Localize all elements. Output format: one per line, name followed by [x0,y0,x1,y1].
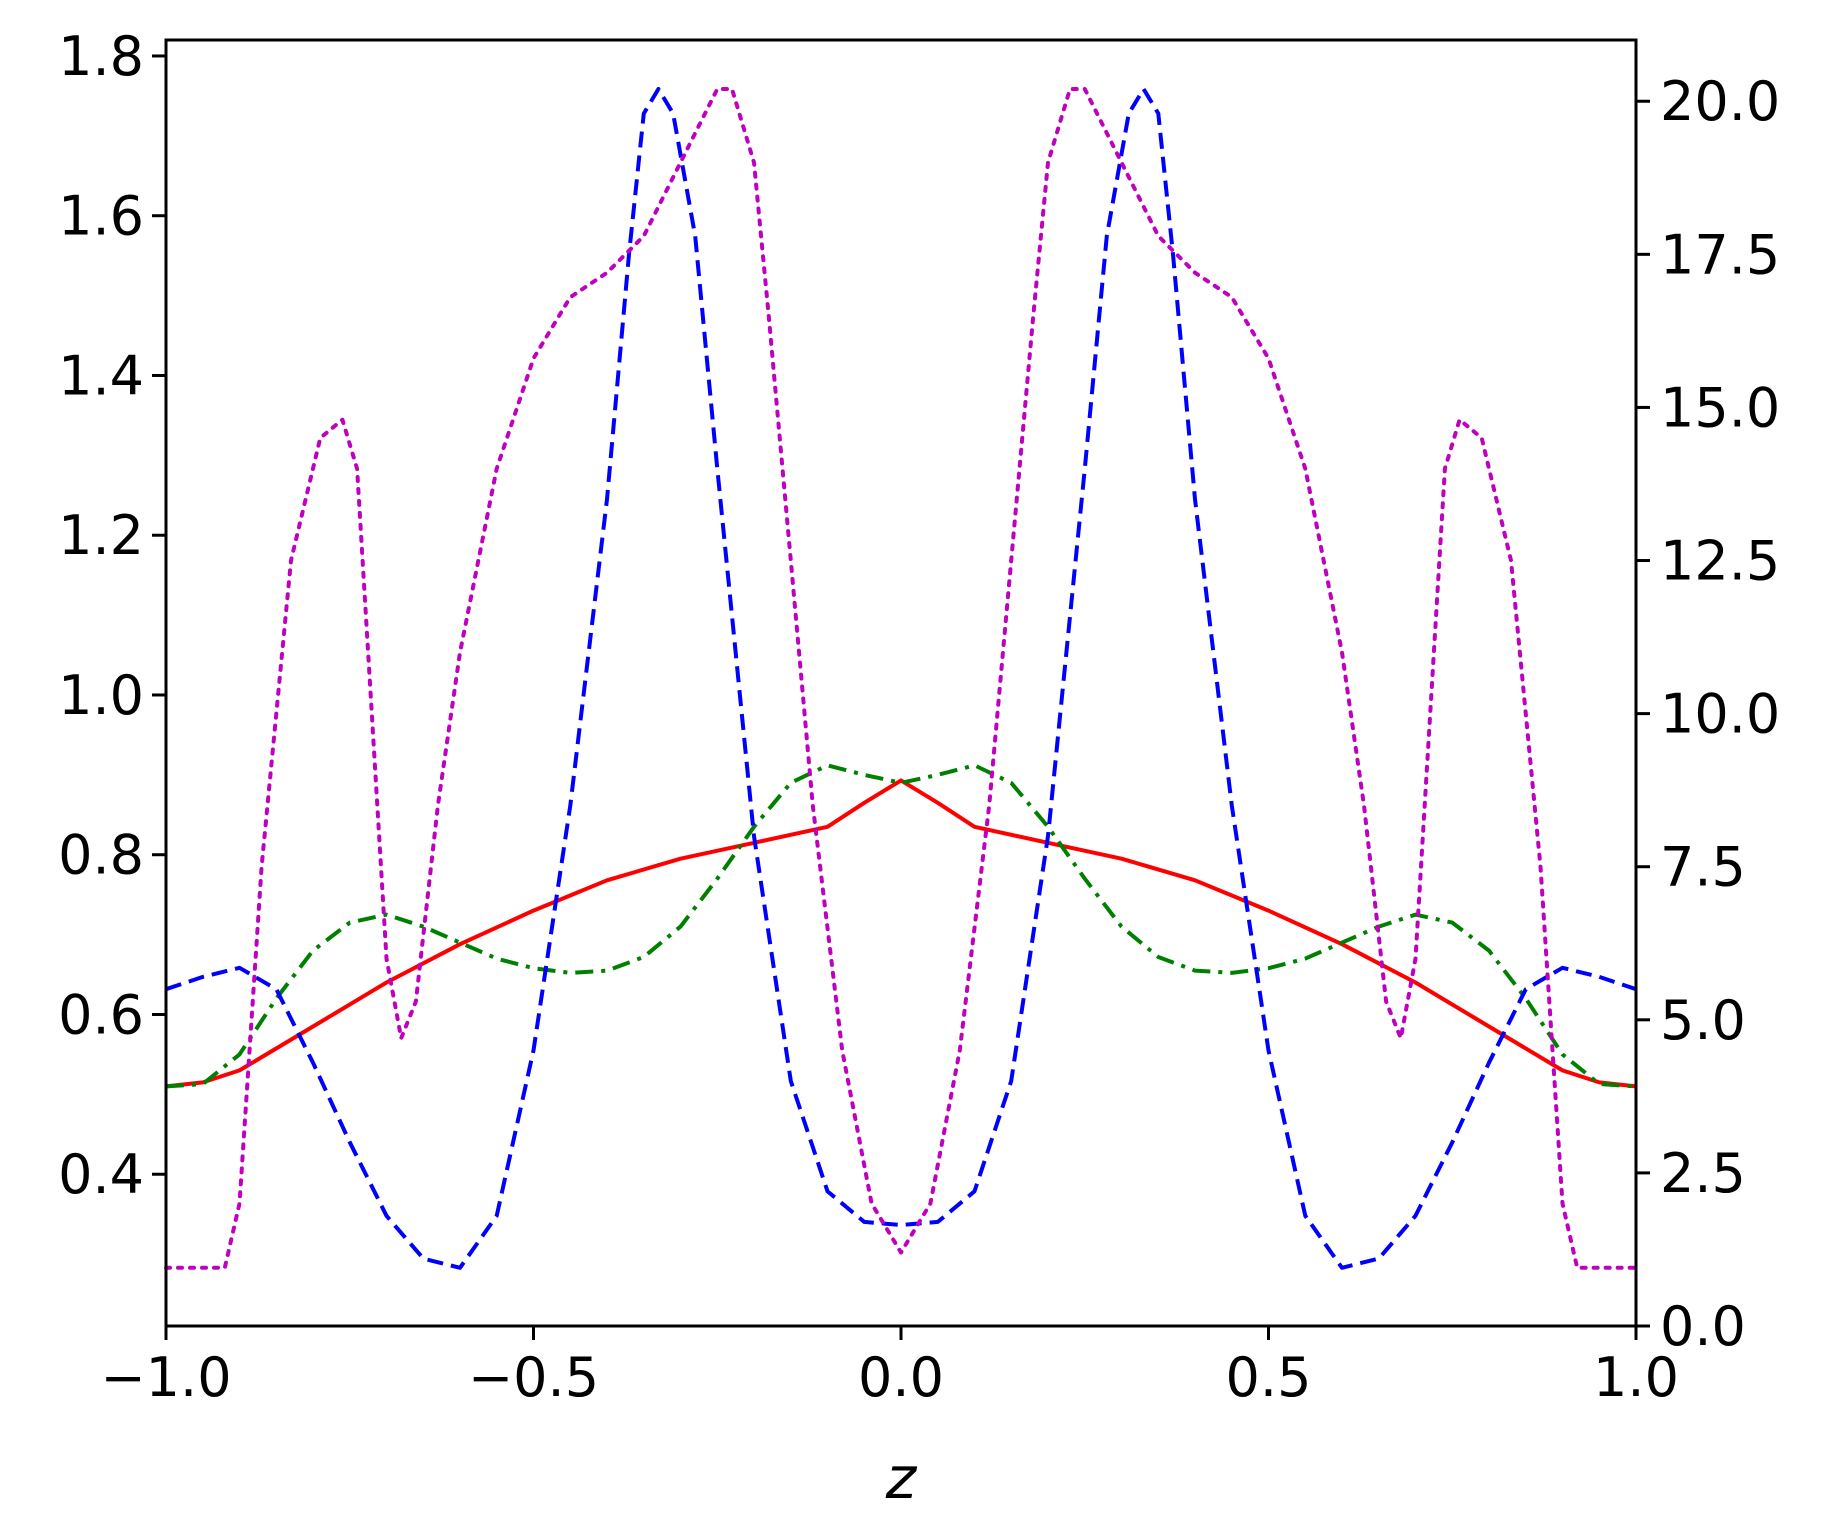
x-tick-label: 0.0 [858,1346,944,1409]
y-left-tick-label: 1.0 [58,664,144,727]
y-left-tick-label: 0.8 [58,824,144,887]
x-tick-label: 1.0 [1593,1346,1679,1409]
y-right-tick-label: 0.0 [1660,1295,1746,1358]
series-line-2 [165,763,1637,1089]
x-axis-label: z [885,1444,918,1512]
series-layer [164,87,1638,1270]
y-left-tick-label: 1.2 [58,504,144,567]
y-right-tick-label: 12.5 [1660,530,1780,593]
y-left-tick-label: 1.6 [58,185,144,248]
x-tick-label: −0.5 [468,1346,599,1409]
y-left-tick-label: 0.4 [58,1143,144,1206]
y-right-tick-label: 2.5 [1660,1142,1746,1205]
y-left-tick-label: 1.8 [58,25,144,88]
y-right-tick-label: 15.0 [1660,376,1780,439]
y-left-tick-label: 0.6 [58,983,144,1046]
y-right-tick-label: 10.0 [1660,683,1780,746]
y-right-tick-label: 7.5 [1660,836,1746,899]
x-tick-label: −1.0 [100,1346,231,1409]
x-tick-label: 0.5 [1226,1346,1312,1409]
series-line-4 [164,87,1638,1270]
y-left-tick-label: 1.4 [58,344,144,407]
ticks-layer: −1.0 −0.5 0.0 0.5 1.0 0.4 0.6 0.8 1.0 1.2 1.4 1.6 1.… [58,25,1780,1409]
y-right-tick-label: 5.0 [1660,989,1746,1052]
series-line-3 [165,87,1637,1270]
plot-area-frame [164,38,1638,1328]
y-right-tick-label: 17.5 [1660,223,1780,286]
y-right-tick-label: 20.0 [1660,70,1780,133]
series-line-1 [165,778,1637,1089]
